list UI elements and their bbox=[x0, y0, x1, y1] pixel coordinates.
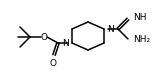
Text: N: N bbox=[107, 25, 114, 34]
Text: O: O bbox=[41, 33, 48, 41]
Text: O: O bbox=[49, 59, 56, 68]
Text: N: N bbox=[62, 38, 69, 47]
Text: NH: NH bbox=[133, 14, 146, 23]
Text: NH₂: NH₂ bbox=[133, 36, 150, 45]
